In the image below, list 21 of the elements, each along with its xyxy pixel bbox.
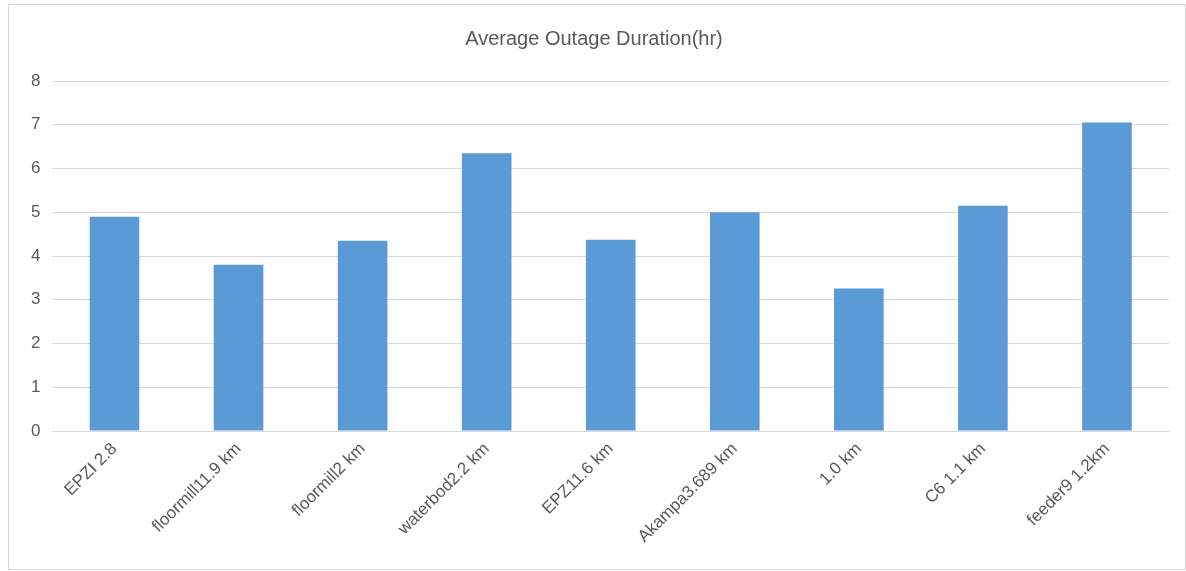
bar — [958, 205, 1008, 431]
y-tick-label: 6 — [30, 158, 41, 178]
y-tick-label: 7 — [30, 114, 41, 134]
y-tick-label: 3 — [30, 289, 41, 309]
y-tick-label: 2 — [30, 333, 41, 353]
y-tick-label: 1 — [30, 376, 41, 396]
x-tick-label: 1.0 km — [815, 438, 865, 489]
y-tick-label: 4 — [30, 245, 41, 265]
bar — [461, 153, 512, 431]
bar — [89, 216, 140, 431]
chart-title: Average Outage Duration(hr) — [465, 26, 723, 49]
bar — [834, 288, 884, 431]
bar — [213, 264, 264, 431]
y-tick-label: 0 — [30, 420, 41, 440]
y-tick-label: 8 — [30, 70, 41, 90]
x-tick-label: C6 1.1 km — [920, 438, 990, 508]
bar — [1082, 122, 1132, 431]
y-tick-label: 5 — [30, 201, 41, 221]
bar — [585, 239, 636, 431]
bar — [337, 240, 388, 431]
bar — [709, 212, 760, 431]
